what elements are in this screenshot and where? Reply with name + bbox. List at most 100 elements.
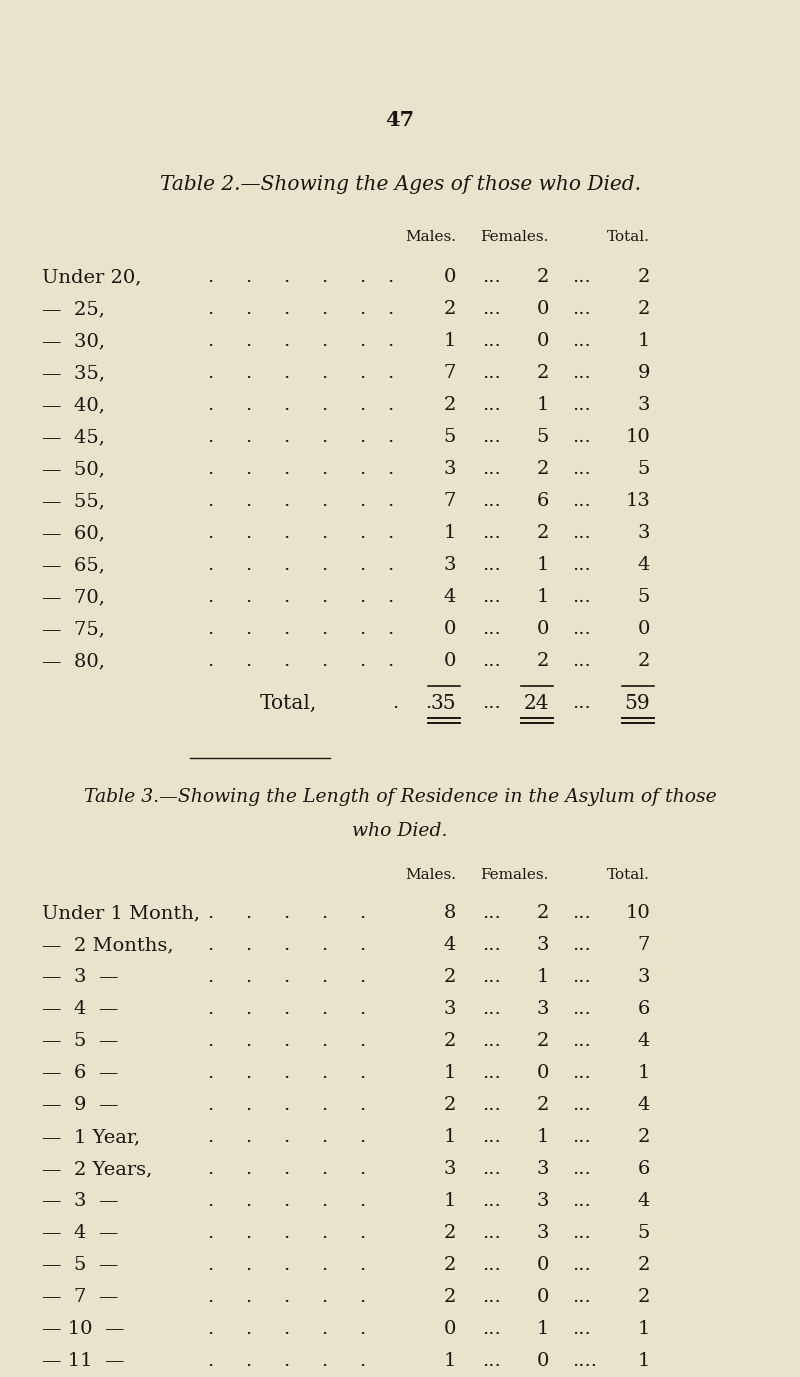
Text: .: .	[359, 332, 365, 350]
Text: .: .	[245, 903, 251, 923]
Text: .: .	[387, 556, 393, 574]
Text: .: .	[387, 397, 393, 414]
Text: —  7  —: — 7 —	[42, 1287, 118, 1305]
Text: .: .	[207, 492, 213, 509]
Text: —  3  —: — 3 —	[42, 1192, 118, 1210]
Text: .: .	[359, 556, 365, 574]
Text: ...: ...	[572, 1321, 590, 1338]
Text: 8: 8	[444, 903, 456, 923]
Text: .: .	[245, 1031, 251, 1051]
Text: .: .	[245, 1287, 251, 1305]
Text: .: .	[283, 1287, 289, 1305]
Text: .: .	[245, 492, 251, 509]
Text: —  40,: — 40,	[42, 397, 105, 414]
Text: 0: 0	[537, 332, 549, 350]
Text: 0: 0	[444, 1321, 456, 1338]
Text: .: .	[387, 588, 393, 606]
Text: ...: ...	[572, 1000, 590, 1018]
Text: ...: ...	[572, 525, 590, 543]
Text: 59: 59	[624, 694, 650, 713]
Text: .: .	[207, 1321, 213, 1338]
Text: 13: 13	[625, 492, 650, 509]
Text: ...: ...	[482, 428, 501, 446]
Text: .: .	[359, 269, 365, 286]
Text: ...: ...	[482, 332, 501, 350]
Text: .: .	[283, 1192, 289, 1210]
Text: ...: ...	[482, 1000, 501, 1018]
Text: 2: 2	[638, 269, 650, 286]
Text: .: .	[321, 1352, 327, 1370]
Text: .: .	[283, 492, 289, 509]
Text: ...: ...	[482, 694, 501, 712]
Text: 10: 10	[626, 428, 650, 446]
Text: ...: ...	[482, 1128, 501, 1146]
Text: .: .	[283, 332, 289, 350]
Text: ...: ...	[572, 492, 590, 509]
Text: ...: ...	[482, 1159, 501, 1177]
Text: .: .	[359, 588, 365, 606]
Text: ...: ...	[482, 556, 501, 574]
Text: ...: ...	[482, 364, 501, 381]
Text: —  35,: — 35,	[42, 364, 105, 381]
Text: .: .	[359, 651, 365, 671]
Text: .: .	[321, 332, 327, 350]
Text: .: .	[245, 428, 251, 446]
Text: 4: 4	[638, 1031, 650, 1051]
Text: 4: 4	[638, 1096, 650, 1114]
Text: .: .	[207, 269, 213, 286]
Text: .: .	[321, 903, 327, 923]
Text: 3: 3	[537, 1159, 549, 1177]
Text: —  4  —: — 4 —	[42, 1224, 118, 1242]
Text: Table 3.—Showing the Length of Residence in the Asylum of those: Table 3.—Showing the Length of Residence…	[84, 788, 716, 806]
Text: 2: 2	[537, 1096, 549, 1114]
Text: —  65,: — 65,	[42, 556, 105, 574]
Text: .: .	[359, 968, 365, 986]
Text: Females.: Females.	[481, 230, 549, 244]
Text: ...: ...	[572, 936, 590, 954]
Text: .: .	[207, 525, 213, 543]
Text: .: .	[387, 300, 393, 318]
Text: 2: 2	[537, 903, 549, 923]
Text: .: .	[359, 1224, 365, 1242]
Text: —  25,: — 25,	[42, 300, 105, 318]
Text: .: .	[283, 620, 289, 638]
Text: .: .	[207, 588, 213, 606]
Text: —  6  —: — 6 —	[42, 1064, 118, 1082]
Text: .: .	[207, 397, 213, 414]
Text: .: .	[207, 1256, 213, 1274]
Text: —  70,: — 70,	[42, 588, 105, 606]
Text: .: .	[321, 1287, 327, 1305]
Text: — 11  —: — 11 —	[42, 1352, 125, 1370]
Text: ...: ...	[572, 332, 590, 350]
Text: 0: 0	[444, 651, 456, 671]
Text: .: .	[207, 428, 213, 446]
Text: —  75,: — 75,	[42, 620, 105, 638]
Text: .: .	[283, 300, 289, 318]
Text: 2: 2	[537, 364, 549, 381]
Text: —  9  —: — 9 —	[42, 1096, 118, 1114]
Text: ...: ...	[482, 1352, 501, 1370]
Text: 0: 0	[537, 1256, 549, 1274]
Text: .: .	[321, 968, 327, 986]
Text: —  2 Years,: — 2 Years,	[42, 1159, 152, 1177]
Text: ...: ...	[482, 1031, 501, 1051]
Text: .: .	[359, 1256, 365, 1274]
Text: ...: ...	[482, 588, 501, 606]
Text: .: .	[359, 300, 365, 318]
Text: .: .	[283, 1064, 289, 1082]
Text: 1: 1	[444, 1192, 456, 1210]
Text: 2: 2	[537, 1031, 549, 1051]
Text: .: .	[359, 397, 365, 414]
Text: 3: 3	[638, 968, 650, 986]
Text: .: .	[283, 1256, 289, 1274]
Text: —  30,: — 30,	[42, 332, 105, 350]
Text: .: .	[359, 525, 365, 543]
Text: .: .	[283, 936, 289, 954]
Text: —  5  —: — 5 —	[42, 1031, 118, 1051]
Text: 5: 5	[638, 460, 650, 478]
Text: 4: 4	[638, 1192, 650, 1210]
Text: .: .	[387, 651, 393, 671]
Text: ...: ...	[572, 556, 590, 574]
Text: .: .	[283, 1224, 289, 1242]
Text: .: .	[207, 1224, 213, 1242]
